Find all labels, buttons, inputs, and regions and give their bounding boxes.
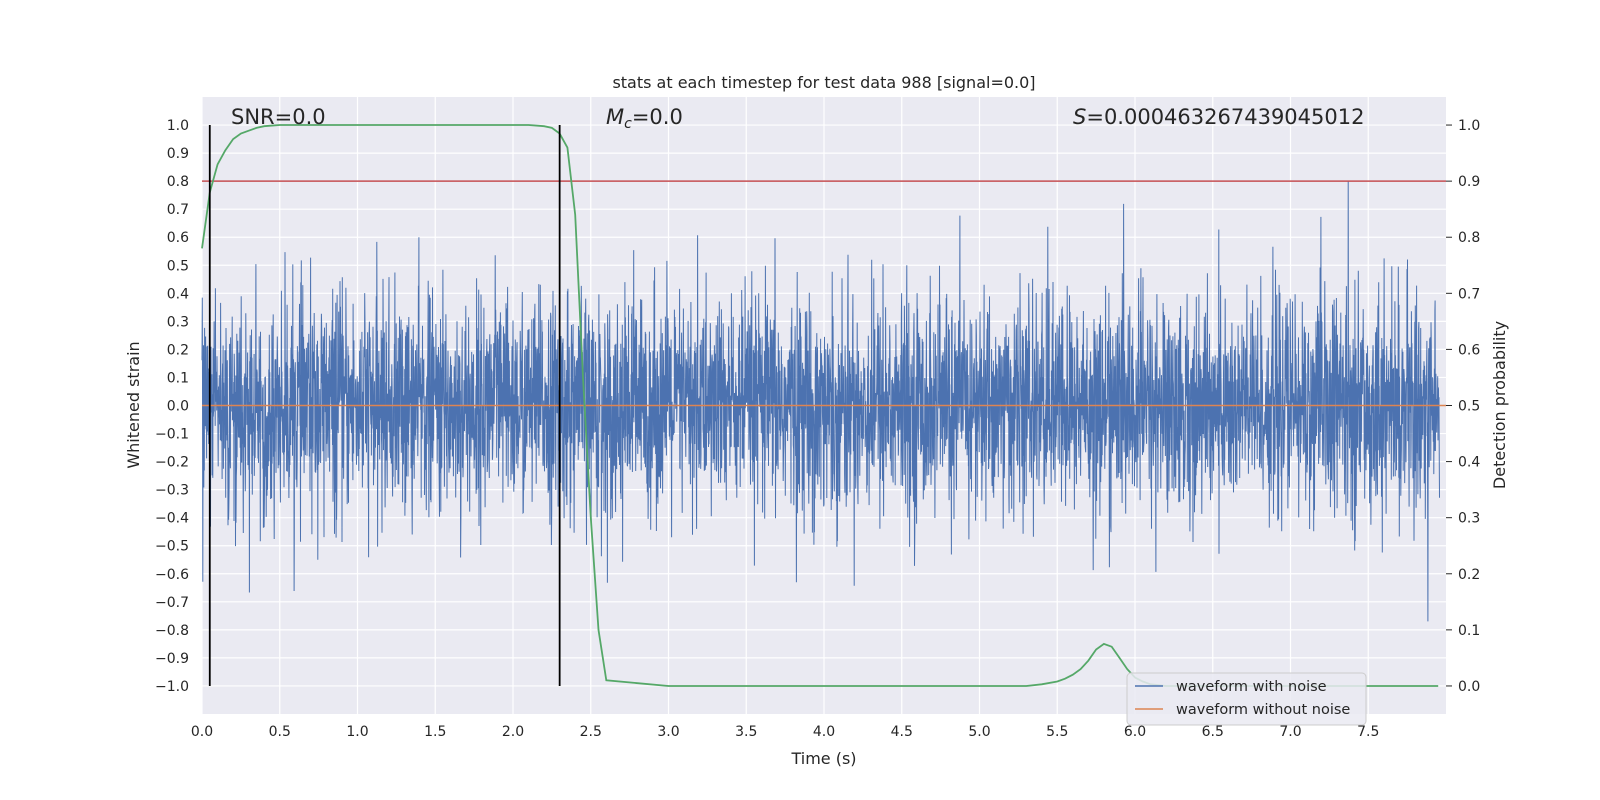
x-tick-label: 3.0 bbox=[657, 724, 679, 740]
y-tick-label: 0.7 bbox=[167, 202, 189, 218]
y-axis-label: Whitened strain bbox=[124, 341, 143, 468]
y2-tick-label: 0.0 bbox=[1458, 679, 1480, 695]
y2-axis-label: Detection probability bbox=[1490, 321, 1509, 489]
y-tick-label: 0.5 bbox=[167, 258, 189, 274]
s-annotation: S=0.000463267439045012 bbox=[1073, 105, 1364, 129]
x-tick-label: 3.5 bbox=[735, 724, 757, 740]
y-tick-label: 0.2 bbox=[167, 342, 189, 358]
x-tick-label: 4.5 bbox=[891, 724, 913, 740]
y2-tick-label: 0.4 bbox=[1458, 455, 1480, 471]
y-tick-label: 0.4 bbox=[167, 286, 189, 302]
x-tick-label: 5.5 bbox=[1046, 724, 1068, 740]
y-tick-label: −0.6 bbox=[155, 567, 189, 583]
y-tick-label: −0.7 bbox=[155, 595, 189, 611]
strain-series bbox=[201, 181, 1440, 622]
mc-symbol: M bbox=[606, 105, 624, 129]
y-tick-label: 0.1 bbox=[167, 370, 189, 386]
x-tick-label: 1.5 bbox=[424, 724, 446, 740]
y-tick-label: −0.4 bbox=[155, 511, 189, 527]
ticks: 0.0 0.5 1.0 1.5 2.0 2.5 3.0 3.5 4.0 4.5 5.0 5.5 6.0 6… bbox=[155, 118, 1480, 740]
legend: waveform with noise waveform without noi… bbox=[1126, 672, 1367, 726]
legend-label-noise: waveform with noise bbox=[1176, 679, 1327, 695]
mc-subscript: c bbox=[624, 116, 632, 132]
y-tick-label: 0.6 bbox=[167, 230, 189, 246]
y2-tick-label: 0.3 bbox=[1458, 511, 1480, 527]
x-tick-label: 6.5 bbox=[1202, 724, 1224, 740]
y2-tick-label: 0.5 bbox=[1458, 399, 1480, 415]
y-tick-label: 1.0 bbox=[167, 118, 189, 134]
x-tick-label: 4.0 bbox=[813, 724, 835, 740]
legend-box bbox=[1126, 672, 1367, 726]
y-tick-label: −0.9 bbox=[155, 651, 189, 667]
y-tick-label: 0.8 bbox=[167, 174, 189, 190]
snr-annotation: SNR=0.0 bbox=[231, 105, 326, 129]
y-tick-label: 0.3 bbox=[167, 314, 189, 330]
y-tick-label: 0.9 bbox=[167, 146, 189, 162]
x-tick-label: 6.0 bbox=[1124, 724, 1146, 740]
y-tick-label: −0.1 bbox=[155, 427, 189, 443]
x-tick-label: 5.0 bbox=[968, 724, 990, 740]
y2-tick-label: 0.2 bbox=[1458, 567, 1480, 583]
legend-label-clean: waveform without noise bbox=[1176, 702, 1350, 718]
x-tick-label: 2.5 bbox=[580, 724, 602, 740]
y-tick-label: −0.2 bbox=[155, 455, 189, 471]
y2-tick-label: 0.7 bbox=[1458, 286, 1480, 302]
y-tick-label: −0.3 bbox=[155, 483, 189, 499]
y2-tick-label: 1.0 bbox=[1458, 118, 1480, 134]
s-symbol: S bbox=[1073, 105, 1086, 129]
chirp-mass-annotation: Mc=0.0 bbox=[606, 105, 683, 132]
y2-tick-label: 0.9 bbox=[1458, 174, 1480, 190]
waveform-with-noise-line bbox=[201, 181, 1440, 622]
x-tick-label: 7.5 bbox=[1357, 724, 1379, 740]
x-axis-label: Time (s) bbox=[790, 749, 856, 768]
mc-value: =0.0 bbox=[632, 105, 683, 129]
x-tick-label: 0.0 bbox=[191, 724, 213, 740]
chart-title: stats at each timestep for test data 988… bbox=[612, 73, 1035, 92]
x-tick-label: 0.5 bbox=[269, 724, 291, 740]
x-tick-label: 1.0 bbox=[346, 724, 368, 740]
y-tick-label: 0.0 bbox=[167, 399, 189, 415]
y-tick-label: −1.0 bbox=[155, 679, 189, 695]
y2-tick-label: 0.8 bbox=[1458, 230, 1480, 246]
x-tick-label: 7.0 bbox=[1279, 724, 1301, 740]
y2-tick-label: 0.6 bbox=[1458, 342, 1480, 358]
s-value: =0.000463267439045012 bbox=[1086, 105, 1364, 129]
y-tick-label: −0.5 bbox=[155, 539, 189, 555]
y2-tick-label: 0.1 bbox=[1458, 623, 1480, 639]
y-tick-label: −0.8 bbox=[155, 623, 189, 639]
x-tick-label: 2.0 bbox=[502, 724, 524, 740]
